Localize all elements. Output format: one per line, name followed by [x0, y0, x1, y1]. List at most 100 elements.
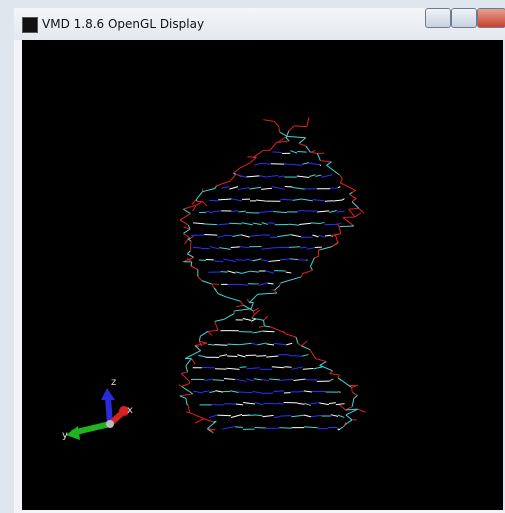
backbone-bond — [310, 151, 318, 154]
base-pair-bond — [207, 343, 215, 346]
base-pair-bond — [193, 222, 205, 225]
side-bond — [331, 241, 340, 248]
base-pair-bond — [245, 258, 253, 261]
backbone-bond — [185, 365, 189, 373]
backbone-bond — [207, 329, 219, 332]
backbone-bond — [279, 131, 288, 137]
backbone-bond — [334, 233, 341, 236]
backbone-bond — [181, 383, 190, 387]
base-pair-bond — [280, 198, 293, 201]
base-pair-bond — [242, 270, 250, 274]
backbone-bond — [251, 314, 255, 319]
base-pair-bond — [319, 402, 329, 406]
side-bond — [254, 309, 261, 315]
backbone-bond — [252, 310, 255, 315]
base-pair-bond — [261, 378, 270, 382]
axes-indicator: z y x — [62, 377, 133, 441]
base-pair-bond — [219, 354, 228, 357]
backbone-bond — [201, 280, 212, 285]
base-pair-bond — [261, 187, 272, 190]
base-pair-bond — [297, 390, 304, 393]
base-pair-bond — [337, 391, 342, 393]
base-pair-bond — [249, 186, 262, 190]
backbone-bond — [187, 404, 191, 413]
base-pair-bond — [204, 234, 218, 236]
backbone-bond — [345, 419, 353, 425]
base-pair-bond — [243, 402, 256, 405]
base-pair-bond — [252, 330, 264, 334]
backbone-bond — [263, 320, 265, 326]
base-pair-bond — [254, 162, 263, 166]
backbone-bond — [329, 373, 340, 376]
backbone-bond — [200, 330, 209, 337]
base-pair-bond — [304, 426, 318, 429]
base-pair-bond — [317, 210, 330, 213]
side-bond — [263, 119, 268, 121]
base-pair-bond — [279, 427, 292, 429]
backbone-bond — [183, 208, 191, 215]
backbone-bond — [314, 255, 319, 259]
base-pair-bond — [198, 355, 206, 358]
base-pair-bond — [206, 210, 214, 214]
backbone-bond — [214, 321, 219, 331]
base-pair-bond — [209, 390, 216, 393]
backbone-bond — [183, 228, 191, 234]
backbone-bond — [185, 362, 189, 367]
backbone-bond — [339, 225, 354, 228]
side-bond — [236, 304, 244, 308]
title-bar — [14, 8, 505, 40]
backbone-bond — [223, 313, 235, 320]
side-bond — [186, 411, 190, 414]
maximize-button[interactable] — [451, 8, 477, 28]
base-pair-bond — [259, 210, 274, 213]
side-bond — [278, 135, 288, 143]
base-pair-bond — [296, 175, 310, 178]
backbone-bond — [310, 266, 313, 271]
backbone-bond — [233, 167, 240, 174]
backbone-bond — [298, 143, 307, 147]
side-bond — [354, 212, 362, 218]
base-pair-bond — [254, 427, 266, 429]
window-border — [14, 510, 505, 513]
backbone-bond — [301, 345, 311, 351]
base-pair-bond — [252, 258, 262, 262]
base-pair-bond — [336, 222, 341, 225]
backbone-bond — [196, 201, 203, 206]
backbone-bond — [202, 188, 215, 193]
backbone-bond — [339, 178, 343, 183]
z-axis-arrow — [105, 397, 113, 425]
side-bond — [246, 298, 250, 303]
base-pair-bond — [329, 210, 337, 213]
base-pair-bond — [230, 246, 240, 249]
backbone-bond — [276, 140, 290, 144]
backbone-bond — [326, 161, 332, 166]
backbone-bond — [285, 333, 297, 338]
base-pair-bond — [266, 343, 275, 346]
minimize-button[interactable] — [425, 8, 451, 28]
base-pair-bond — [256, 355, 267, 357]
base-pair-bond — [238, 391, 253, 394]
backbone-bond — [285, 130, 290, 139]
base-pair-bond — [258, 282, 268, 286]
side-bond — [338, 403, 346, 411]
base-pair-bond — [276, 402, 284, 405]
base-pair-bond — [300, 198, 313, 202]
base-pair-bond — [251, 318, 257, 322]
side-bond — [343, 421, 347, 427]
backbone-bond — [305, 145, 311, 153]
z-axis-label: z — [111, 377, 116, 388]
backbone-bond — [179, 395, 187, 399]
base-pair-bond — [222, 426, 236, 430]
close-button[interactable] — [477, 8, 505, 28]
backbone-bond — [338, 226, 342, 234]
backbone-bond — [187, 238, 192, 242]
base-pair-bond — [252, 222, 262, 226]
base-pair-bond — [193, 390, 204, 394]
base-pair-bond — [324, 200, 334, 202]
backbone-bond — [319, 361, 327, 366]
base-pair-bond — [202, 390, 210, 393]
backbone-bond — [180, 373, 191, 382]
side-bond — [186, 257, 193, 263]
backbone-bond — [326, 164, 340, 176]
